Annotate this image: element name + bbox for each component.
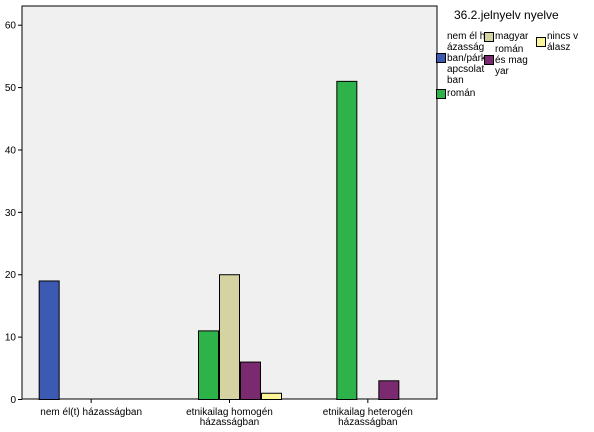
legend-swatch bbox=[484, 32, 494, 42]
legend-label: nincs válasz bbox=[547, 31, 579, 53]
bar bbox=[38, 280, 60, 401]
x-tick-label: nem él(t) házasságban bbox=[40, 407, 142, 418]
y-axis: 0 10 20 30 40 50 60 bbox=[5, 21, 22, 406]
y-tick-label: 20 bbox=[5, 270, 17, 281]
y-tick-label: 40 bbox=[5, 145, 17, 156]
bar bbox=[261, 392, 282, 400]
legend-label: román bbox=[447, 88, 476, 99]
y-tick-label: 30 bbox=[5, 208, 17, 219]
bar bbox=[378, 380, 400, 400]
bar bbox=[198, 330, 219, 400]
x-tick-label-line: etnikailag homogén bbox=[186, 407, 273, 418]
x-axis: nem él(t) házasságban etnikailag homogén h… bbox=[40, 399, 413, 428]
legend-swatch bbox=[436, 53, 446, 63]
x-tick-label-line: házasságban bbox=[200, 417, 260, 428]
bar bbox=[219, 274, 240, 400]
y-tick-label: 10 bbox=[5, 333, 17, 344]
legend-label: magyar bbox=[495, 31, 529, 42]
bars bbox=[38, 80, 400, 401]
legend-swatch bbox=[484, 55, 494, 65]
y-tick-label: 50 bbox=[5, 83, 17, 94]
y-tick-label: 60 bbox=[5, 21, 17, 32]
bar bbox=[336, 80, 358, 400]
y-tick-label: 0 bbox=[10, 395, 16, 406]
x-tick-label: etnikailag heterogén házasságban bbox=[323, 407, 413, 428]
legend-label: nem él házasságban/párkapcsolatban bbox=[447, 31, 486, 86]
x-tick-label: etnikailag homogén házasságban bbox=[186, 407, 273, 428]
x-tick-label-line: házasságban bbox=[338, 417, 398, 428]
legend-swatch bbox=[436, 89, 446, 99]
x-tick-label-line: etnikailag heterogén bbox=[323, 407, 413, 418]
bar bbox=[240, 361, 261, 401]
legend-label: román és magyar bbox=[495, 44, 528, 77]
legend: 36.2.jelnyelv nyelve nem él házasságban/… bbox=[436, 8, 590, 99]
legend-swatch bbox=[536, 37, 546, 47]
legend-title: 36.2.jelnyelv nyelve bbox=[454, 8, 559, 22]
